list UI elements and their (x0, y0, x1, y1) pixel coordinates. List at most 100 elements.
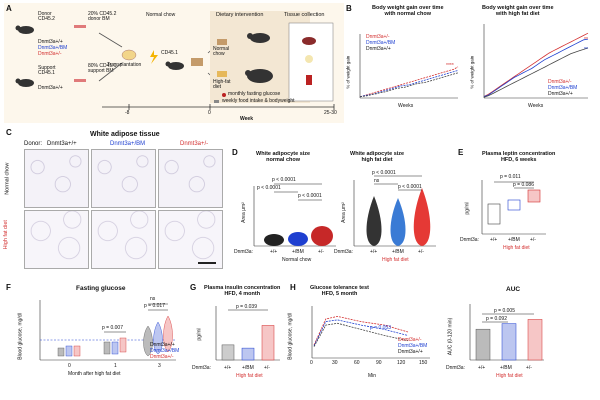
fasting-glucose-chart (39, 300, 176, 361)
panel-a-label: A (6, 4, 12, 13)
auc-chart (469, 304, 544, 361)
e-ylabel: pg/ml (464, 202, 471, 215)
wat-tile-het-hfd (158, 210, 223, 269)
panel-b-label: B (346, 4, 352, 13)
support-pct: 80% CD45.1 support BM (88, 63, 117, 74)
series-line-Dnmt3a (359, 66, 459, 98)
d-p-right-1: p < 0.0001 (372, 170, 396, 176)
b-right-legend-het: Dnmt3a+/- (548, 79, 572, 85)
month3-group (143, 315, 173, 357)
support-label: Support CD45.1 (38, 65, 56, 76)
d-p-right-2: ns (374, 178, 380, 184)
tube-icon (121, 49, 137, 61)
h-xtick-0: 0 (310, 360, 313, 366)
d-p-left-1: p < 0.0001 (272, 177, 296, 183)
d-x-bm-left: +/BM (292, 249, 304, 255)
b-right-sig-2: ** (584, 47, 588, 53)
tissue-collection-label: Tissue collection (284, 12, 325, 18)
f-legend-wt: Dnmt3a+/+ (150, 342, 175, 348)
d-p-left-2: p < 0.0001 (257, 185, 281, 191)
genotype-wt: Dnmt3a+/+ (38, 39, 63, 45)
adipocyte-hfd-chart (353, 175, 436, 247)
violin-het-hfd (413, 188, 431, 246)
month0-group (57, 345, 81, 357)
h-xtick-120: 120 (397, 360, 406, 366)
panel-d-right-title: White adipocyte size high fat diet (350, 151, 405, 163)
g-x-wt: +/+ (224, 365, 232, 371)
panel-h-label: H (290, 283, 296, 292)
g-ylabel: pg/ml (196, 328, 203, 341)
f-legend-het: Dnmt3a+/- (150, 354, 174, 360)
d-group-right: High fat diet (382, 257, 409, 263)
wat-tile-wt-hfd (24, 210, 89, 269)
series-line-Dnmt3a (483, 32, 589, 97)
d-ylabel-right: Area μm² (340, 202, 347, 223)
cd451-label: CD45.1 (161, 50, 178, 56)
row-normal-chow: Normal chow (4, 162, 11, 195)
timeline-tick-0: 0 (208, 110, 211, 116)
hfd-mouse-bottom-icon (245, 69, 273, 83)
violin-bm-hfd (390, 198, 406, 246)
h-xtick-150: 150 (419, 360, 428, 366)
h-legend-bm: Dnmt3a+/BM (398, 343, 428, 349)
month1-group (103, 337, 127, 355)
auc-x-het: +/- (526, 365, 532, 371)
monthly-glucose-label: monthly fasting glucose (228, 91, 281, 97)
d-p-left-3: p < 0.0001 (298, 193, 322, 199)
row-hfd: High fat diet (2, 220, 9, 250)
weekly-intake-label: weekly food intake & bodyweight (222, 98, 295, 104)
auc-p2: p = 0.092 (486, 316, 507, 322)
series-line-Dnmt3aBM (359, 70, 459, 98)
panel-b-left-title: Body weight gain over time with normal c… (372, 5, 444, 17)
d-xprefix-right: Dnmt3a: (334, 249, 353, 255)
violin-bm (288, 232, 308, 246)
panel-e-label: E (458, 148, 464, 157)
panel-g-label: G (190, 283, 197, 292)
series-line-Dnmt3a (359, 72, 459, 98)
f-month0: 0 (68, 363, 71, 369)
recipient-mouse-icon (165, 61, 184, 70)
b-left-sig: **** (446, 63, 454, 69)
insulin-chart (215, 306, 280, 361)
h-legend-het: Dnmt3a+/- (398, 337, 422, 343)
bar-xxx (221, 344, 235, 361)
series-line-Dnmt3aBM (483, 38, 589, 97)
bw-normal-chart (359, 34, 459, 99)
d-x-wt-left: +/+ (270, 249, 278, 255)
bar-xxx (261, 325, 275, 361)
scale-icon (214, 100, 219, 103)
box-wt (487, 203, 501, 225)
series-line-Dnmt3a (483, 47, 589, 98)
liver-icon (302, 37, 316, 45)
d-x-het-right: +/- (418, 249, 424, 255)
panel-a-diagram (15, 11, 335, 110)
bar-xxx (475, 328, 491, 361)
bar-xxBM (241, 347, 255, 361)
bw-hfd-chart (483, 24, 589, 99)
b-left-legend-bm: Dnmt3a+/BM (366, 40, 396, 46)
auc-p1: p = 0.005 (494, 308, 515, 314)
b-right-legend-bm: Dnmt3a+/BM (548, 85, 578, 91)
col-bm: Dnmt3a+/BM (110, 141, 146, 147)
panel-h-title: Glucose tolerance test HFD, 5 month (310, 285, 369, 297)
normal-chow-icon (217, 39, 227, 45)
box-bm (507, 199, 521, 211)
donor-prefix: Donor: (24, 141, 43, 147)
wat-tile-het-nc (158, 149, 223, 208)
f-month3: 3 (158, 363, 161, 369)
e-group: High fat diet (503, 245, 530, 251)
d-x-bm-right: +/BM (392, 249, 404, 255)
f-ylabel: Blood glucose, mg/dl (17, 313, 24, 360)
support-genotype: Dnmt3a+/+ (38, 85, 63, 91)
leptin-chart (481, 180, 546, 235)
wat-tile-bm-nc (91, 149, 156, 208)
violin-wt-hfd (366, 196, 382, 246)
transplantation-label: Transplantation (107, 62, 142, 68)
e-p2: p = 0.086 (513, 182, 534, 188)
fat-icon (305, 55, 313, 63)
b-right-legend-wt: Dnmt3a+/+ (548, 91, 573, 97)
timeline-tick-neg8: -8 (125, 110, 130, 116)
high-fat-diet-label: High-fat diet (213, 79, 231, 90)
e-xprefix: Dnmt3a: (460, 237, 479, 243)
timeline-week-label: Week (240, 116, 253, 122)
